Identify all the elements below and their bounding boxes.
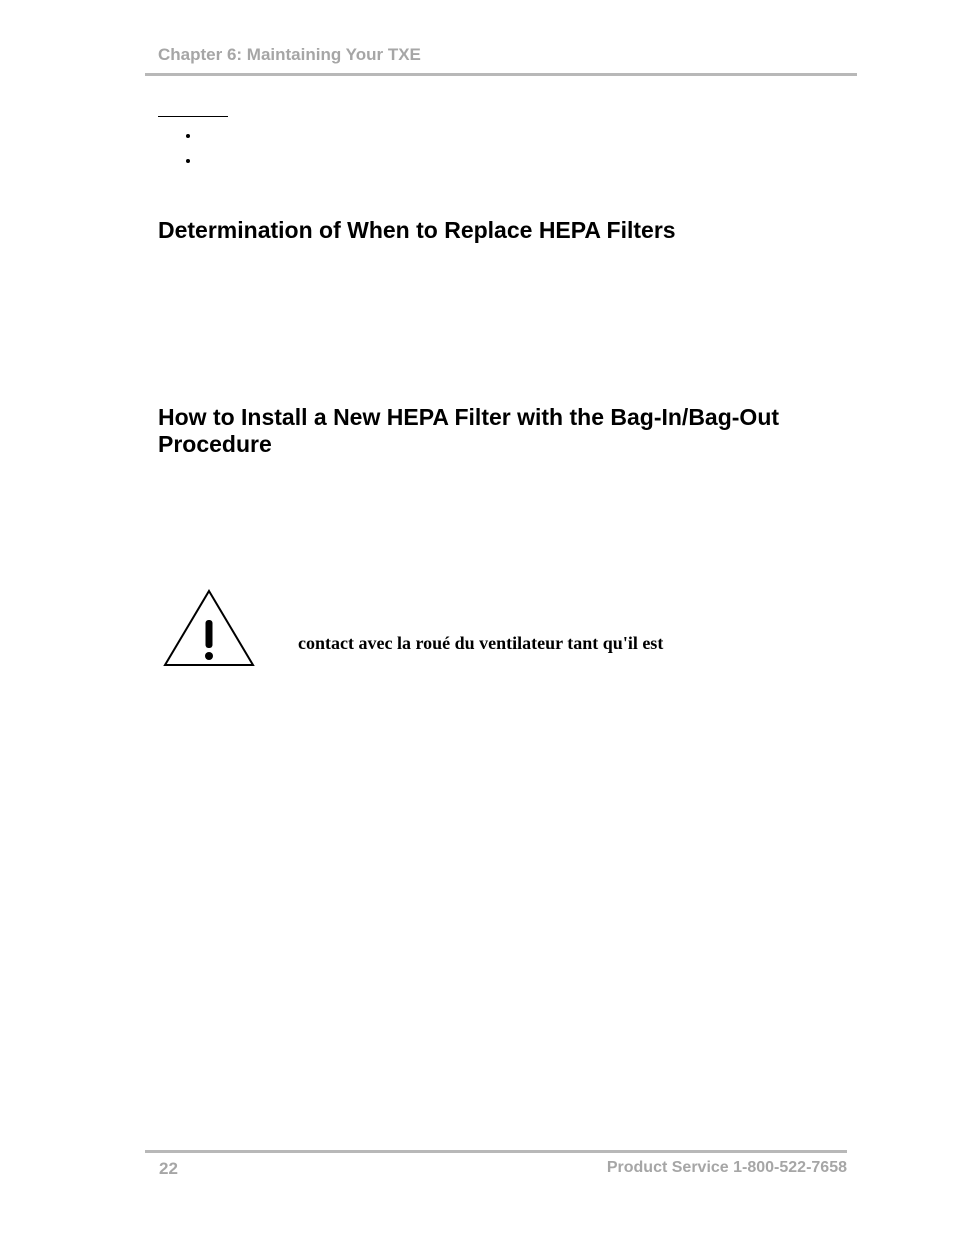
document-page: Chapter 6: Maintaining Your TXE Determin… <box>0 0 954 1235</box>
page-footer: 22 Product Service 1-800-522-7658 <box>145 1150 847 1179</box>
page-number: 22 <box>145 1159 178 1179</box>
bullet-item <box>200 123 834 148</box>
footnote-rule <box>158 116 228 117</box>
content-area: Determination of When to Replace HEPA Fi… <box>158 76 834 673</box>
section-heading-install-filter: How to Install a New HEPA Filter with th… <box>158 404 834 458</box>
bullet-list <box>200 123 834 173</box>
chapter-header: Chapter 6: Maintaining Your TXE <box>158 45 834 73</box>
product-service-line: Product Service 1-800-522-7658 <box>607 1159 847 1179</box>
section-heading-replace-filters: Determination of When to Replace HEPA Fi… <box>158 217 834 244</box>
bullet-item <box>200 148 834 173</box>
warning-text: contact avec la roué du ventilateur tant… <box>298 607 663 654</box>
footer-rule <box>145 1150 847 1153</box>
warning-triangle-icon <box>162 588 256 673</box>
footer-row: 22 Product Service 1-800-522-7658 <box>145 1159 847 1179</box>
warning-block: contact avec la roué du ventilateur tant… <box>162 588 834 673</box>
